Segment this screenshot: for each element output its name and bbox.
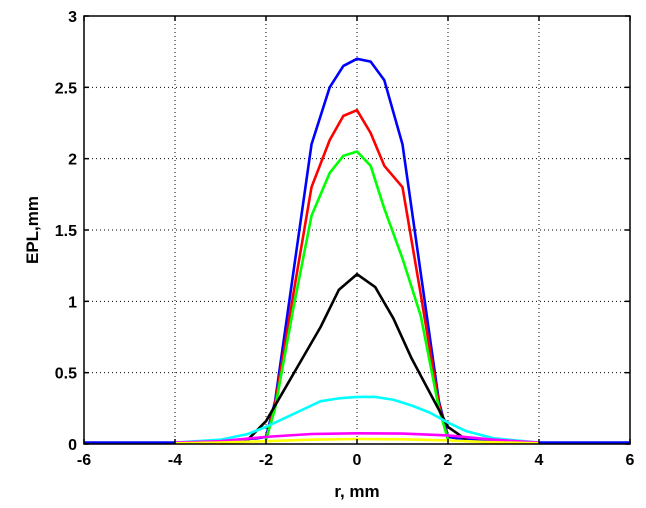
x-tick-label: -6 — [77, 452, 91, 469]
x-tick-label: -2 — [259, 452, 273, 469]
y-tick-label: 2 — [68, 152, 77, 169]
y-axis-label: EPL,mm — [23, 196, 42, 264]
series-line-5 — [174, 395, 540, 444]
y-tick-label: 0 — [68, 437, 77, 454]
y-tick-label: 1 — [68, 294, 77, 311]
x-tick-label: 6 — [626, 452, 635, 469]
x-tick-label: 2 — [444, 452, 453, 469]
series-line-3 — [264, 150, 450, 441]
x-tick-label: -4 — [168, 452, 182, 469]
y-tick-label: 1.5 — [55, 223, 77, 240]
series-line-2 — [264, 108, 450, 441]
ticks: -6 -4 -2 0 2 4 6 0 0.5 1 1.5 2 2.5 3 — [55, 9, 635, 469]
x-tick-label: 4 — [535, 452, 544, 469]
y-tick-label: 2.5 — [55, 80, 77, 97]
y-tick-label: 0.5 — [55, 366, 77, 383]
series-line-6 — [174, 431, 540, 444]
grid — [84, 16, 630, 444]
series-line-4 — [246, 272, 467, 441]
x-tick-label: 0 — [353, 452, 362, 469]
y-tick-label: 3 — [68, 9, 77, 26]
x-axis-label: r, mm — [334, 482, 379, 501]
